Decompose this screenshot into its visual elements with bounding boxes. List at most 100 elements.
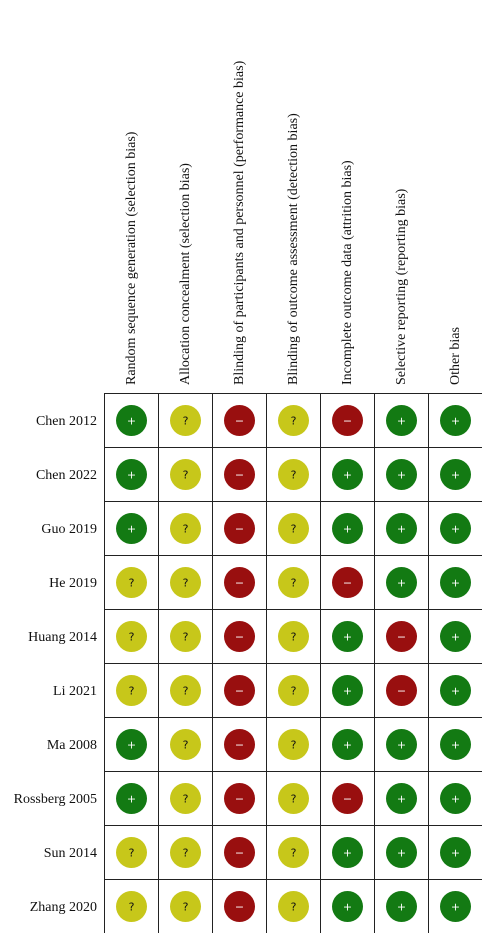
judgement-marker <box>170 783 201 814</box>
judgement-symbol: ? <box>291 523 297 536</box>
judgement-marker <box>170 405 201 436</box>
judgement-symbol: + <box>451 793 460 806</box>
judgement-symbol: + <box>343 631 352 644</box>
judgement-marker <box>332 729 363 760</box>
judgement-symbol: + <box>343 523 352 536</box>
judgement-marker <box>386 891 417 922</box>
grid-cell <box>428 825 482 880</box>
study-label: Li 2021 <box>53 684 97 699</box>
judgement-marker <box>332 621 363 652</box>
judgement-symbol: + <box>397 847 406 860</box>
judgement-marker <box>278 729 309 760</box>
judgement-marker <box>116 783 147 814</box>
judgement-symbol: + <box>127 469 136 482</box>
judgement-marker <box>116 405 147 436</box>
judgement-marker <box>116 675 147 706</box>
judgement-marker <box>170 459 201 490</box>
judgement-symbol: − <box>397 685 406 698</box>
judgement-symbol: ? <box>183 793 189 806</box>
judgement-symbol: + <box>343 847 352 860</box>
judgement-symbol: − <box>235 577 244 590</box>
judgement-symbol: ? <box>183 577 189 590</box>
judgement-symbol: + <box>343 901 352 914</box>
judgement-marker <box>224 621 255 652</box>
judgement-symbol: ? <box>291 901 297 914</box>
judgement-marker <box>278 567 309 598</box>
domain-label: Random sequence generation (selection bi… <box>124 131 139 385</box>
judgement-symbol: − <box>235 523 244 536</box>
judgement-symbol: + <box>343 469 352 482</box>
judgement-symbol: + <box>127 793 136 806</box>
judgement-symbol: + <box>451 523 460 536</box>
judgement-symbol: + <box>397 901 406 914</box>
judgement-marker <box>116 567 147 598</box>
judgement-symbol: − <box>235 739 244 752</box>
judgement-symbol: − <box>343 793 352 806</box>
judgement-symbol: + <box>451 685 460 698</box>
judgement-marker <box>278 891 309 922</box>
judgement-marker <box>224 459 255 490</box>
judgement-marker <box>332 837 363 868</box>
judgement-marker <box>386 729 417 760</box>
judgement-marker <box>440 405 471 436</box>
judgement-symbol: + <box>397 577 406 590</box>
judgement-marker <box>170 567 201 598</box>
judgement-symbol: ? <box>291 793 297 806</box>
judgement-marker <box>170 891 201 922</box>
judgement-marker <box>440 675 471 706</box>
study-label: Zhang 2020 <box>30 900 97 915</box>
judgement-symbol: + <box>451 739 460 752</box>
judgement-symbol: − <box>235 631 244 644</box>
judgement-marker <box>440 783 471 814</box>
judgement-marker <box>224 513 255 544</box>
judgement-symbol: ? <box>291 415 297 428</box>
judgement-symbol: + <box>451 631 460 644</box>
judgement-marker <box>278 837 309 868</box>
judgement-symbol: + <box>343 685 352 698</box>
judgement-symbol: ? <box>291 847 297 860</box>
judgement-marker <box>332 567 363 598</box>
judgement-marker <box>440 567 471 598</box>
domain-label: Other bias <box>448 327 463 385</box>
judgement-symbol: − <box>235 469 244 482</box>
judgement-symbol: ? <box>183 685 189 698</box>
judgement-marker <box>386 783 417 814</box>
judgement-marker <box>440 459 471 490</box>
judgement-symbol: ? <box>183 631 189 644</box>
judgement-symbol: − <box>235 685 244 698</box>
judgement-marker <box>386 405 417 436</box>
study-label: Guo 2019 <box>41 522 97 537</box>
study-label: Chen 2012 <box>36 414 97 429</box>
judgement-marker <box>386 675 417 706</box>
judgement-symbol: ? <box>129 901 135 914</box>
judgement-symbol: + <box>397 793 406 806</box>
judgement-marker <box>116 621 147 652</box>
judgement-symbol: + <box>451 901 460 914</box>
judgement-symbol: ? <box>129 577 135 590</box>
judgement-marker <box>386 621 417 652</box>
judgement-symbol: ? <box>291 739 297 752</box>
judgement-marker <box>170 621 201 652</box>
judgement-symbol: ? <box>291 577 297 590</box>
judgement-symbol: ? <box>183 469 189 482</box>
judgement-marker <box>440 891 471 922</box>
judgement-marker <box>116 459 147 490</box>
study-labels: Chen 2012 Chen 2022 Guo 2019 He 2019 Huang 2… <box>14 414 97 915</box>
judgement-marker <box>332 783 363 814</box>
study-label: Chen 2022 <box>36 468 97 483</box>
study-label: Ma 2008 <box>47 738 97 753</box>
judgement-marker <box>386 459 417 490</box>
judgement-symbol: − <box>343 415 352 428</box>
judgement-marker <box>278 405 309 436</box>
judgement-marker <box>170 729 201 760</box>
judgement-symbol: − <box>343 577 352 590</box>
judgement-symbol: ? <box>291 631 297 644</box>
judgement-marker <box>440 729 471 760</box>
judgement-symbol: ? <box>291 469 297 482</box>
judgement-symbol: + <box>397 739 406 752</box>
judgement-symbol: + <box>397 469 406 482</box>
judgement-symbol: ? <box>183 847 189 860</box>
judgement-marker <box>278 783 309 814</box>
judgement-symbol: + <box>127 523 136 536</box>
judgement-symbol: ? <box>183 415 189 428</box>
